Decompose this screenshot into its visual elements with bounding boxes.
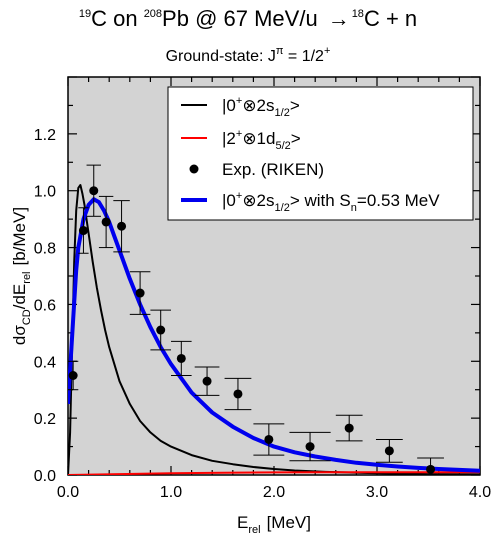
data-point xyxy=(344,423,354,433)
experiment-point xyxy=(150,309,171,351)
x-tick-label: 0.0 xyxy=(57,484,79,501)
curve-s-wave-sn xyxy=(68,197,480,473)
data-point xyxy=(68,371,78,380)
title-iso1: 19 xyxy=(79,8,91,20)
data-point xyxy=(384,446,394,456)
experiment-layer xyxy=(68,164,444,476)
data-point xyxy=(305,442,315,452)
subtitle-sup2: + xyxy=(324,45,330,57)
legend: |0+⊗2s1/2> |2+⊗1d5/2> Exp. (RIKEN) |0+⊗2… xyxy=(167,86,474,221)
title-iso2: 208 xyxy=(144,8,162,20)
data-point xyxy=(89,186,99,196)
curves-layer xyxy=(68,184,480,475)
legend-label-d-wave: |2+⊗1d5/2> xyxy=(222,128,301,152)
x-axis-label: Erel [MeV] xyxy=(237,513,311,536)
legend-label-s-wave: |0+⊗2s1/2> xyxy=(222,95,300,119)
data-point xyxy=(426,464,436,474)
experiment-point xyxy=(129,271,151,315)
chart-title: 19C on 208Pb @ 67 MeV/u → 18C + n xyxy=(79,6,417,31)
legend-marker-experiment xyxy=(189,164,199,174)
title-el1: C on xyxy=(91,6,144,31)
y-tick-label: 0.2 xyxy=(34,411,56,428)
experiment-point xyxy=(289,431,331,462)
experiment-point xyxy=(171,340,192,376)
title-iso3: 18 xyxy=(352,8,364,20)
experiment-point xyxy=(253,423,285,456)
experiment-point xyxy=(113,200,130,253)
data-point xyxy=(101,217,111,227)
experiment-point xyxy=(194,366,220,396)
y-tick-label: 0.4 xyxy=(34,354,56,371)
title-arrow: → xyxy=(328,6,350,31)
y-tick-label: 0.6 xyxy=(34,297,56,314)
data-point xyxy=(117,221,127,231)
experiment-point xyxy=(86,164,101,217)
experiment-point xyxy=(375,438,403,463)
y-tick-label: 1.2 xyxy=(34,127,56,144)
data-point xyxy=(78,226,88,236)
data-point xyxy=(176,353,186,363)
curve-d-wave xyxy=(68,471,480,475)
subtitle-sup: π xyxy=(276,45,284,57)
y-axis-label: dσCD/dErel[b/MeV] xyxy=(10,207,33,345)
experiment-point xyxy=(224,377,252,411)
legend-box xyxy=(167,86,474,221)
chart-subtitle: Ground-state: Jπ = 1/2+ xyxy=(166,45,331,65)
experiment-point xyxy=(335,414,363,442)
y-tick-label: 0.8 xyxy=(34,241,56,258)
y-tick-label: 1.0 xyxy=(34,184,56,201)
title-el3: C + n xyxy=(364,6,417,31)
curve-s-wave xyxy=(68,184,480,475)
title-el2: Pb @ 67 MeV/u xyxy=(162,6,318,31)
data-point xyxy=(202,376,212,386)
x-tick-label: 4.0 xyxy=(469,484,491,501)
x-tick-label: 2.0 xyxy=(263,484,285,501)
legend-label-experiment: Exp. (RIKEN) xyxy=(222,160,324,179)
experiment-point xyxy=(68,360,79,391)
experiment-point xyxy=(78,207,89,254)
x-tick-label: 3.0 xyxy=(366,484,388,501)
axis-ticks: 0.0 1.0 2.0 3.0 4.0 0.0 0.2 0.4 0.6 0.8 1.0 1.2 xyxy=(34,76,491,501)
x-tick-label: 1.0 xyxy=(160,484,182,501)
y-tick-label: 0.0 xyxy=(34,468,56,485)
data-point xyxy=(135,288,145,298)
data-point xyxy=(156,325,166,335)
experiment-point xyxy=(98,195,114,249)
data-point xyxy=(233,389,243,399)
subtitle-post: = 1/2 xyxy=(283,48,324,65)
subtitle-pre: Ground-state: J xyxy=(166,48,276,65)
legend-label-sn: |0+⊗2s1/2> with Sn=0.53 MeV xyxy=(222,190,440,214)
data-point xyxy=(264,434,274,444)
experiment-point xyxy=(417,457,444,476)
